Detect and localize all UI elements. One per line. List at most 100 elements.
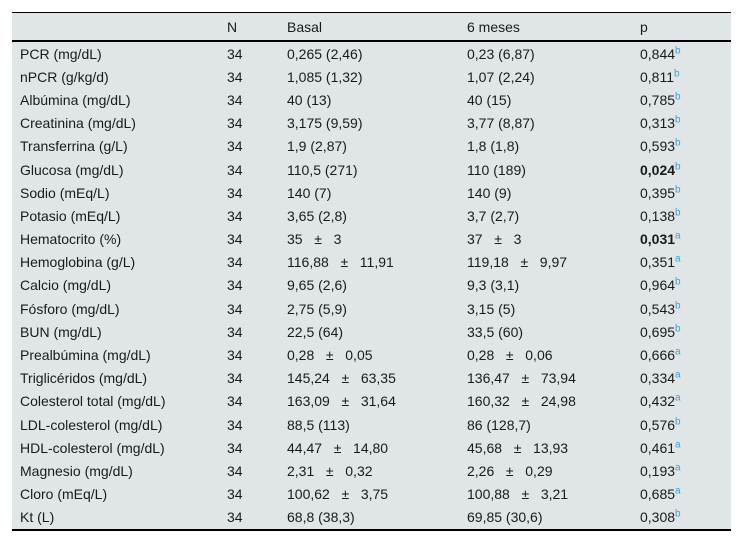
p-footnote-marker: b: [675, 415, 681, 427]
table-row: LDL-colesterol (mg/dL) 34 88,5 (113) 86 …: [12, 413, 731, 436]
p-cell: 0,785b: [640, 88, 731, 111]
p-cell: 0,024b: [640, 158, 731, 181]
header-row: N Basal 6 meses p: [12, 12, 731, 42]
n-value: 34: [227, 370, 243, 387]
p-value: 0,964: [640, 277, 676, 294]
6meses-value: 3,7 (2,7): [467, 207, 520, 224]
basal-value: 0,265 (2,46): [287, 45, 363, 62]
n-value: 34: [227, 462, 243, 479]
p-footnote-marker: a: [675, 392, 681, 404]
basal-value: 145,24 ± 63,35: [287, 370, 396, 387]
p-cell: 0,334a: [640, 367, 731, 390]
p-value: 0,593: [640, 138, 676, 155]
parameter-label: Fósforo (mg/dL): [20, 300, 120, 317]
table-row: HDL-colesterol (mg/dL) 34 44,47 ± 14,80 …: [12, 436, 731, 459]
table-row: Colesterol total (mg/dL) 34 163,09 ± 31,…: [12, 390, 731, 413]
p-value: 0,666: [640, 347, 676, 364]
lab-results-table: N Basal 6 meses p PCR (mg/dL) 34 0,265 (…: [12, 12, 731, 531]
p-value: 0,395: [640, 184, 676, 201]
col-header-p: p: [640, 12, 731, 42]
basal-value: 9,65 (2,6): [287, 277, 347, 294]
parameter-label: PCR (mg/dL): [20, 45, 102, 62]
p-footnote-marker: b: [675, 160, 681, 172]
p-cell: 0,432a: [640, 390, 731, 413]
6meses-value: 37 ± 3: [467, 231, 522, 248]
p-value: 0,138: [640, 207, 676, 224]
table-row: Potasio (mEq/L) 34 3,65 (2,8) 3,7 (2,7) …: [12, 204, 731, 227]
basal-value: 22,5 (64): [287, 323, 344, 340]
n-value: 34: [227, 115, 243, 132]
p-cell: 0,685a: [640, 483, 731, 506]
p-footnote-marker: a: [675, 230, 681, 242]
table-row: nPCR (g/kg/d) 34 1,085 (1,32) 1,07 (2,24…: [12, 65, 731, 88]
parameter-label: HDL-colesterol (mg/dL): [20, 439, 165, 456]
n-value: 34: [227, 509, 243, 526]
parameter-label: Sodio (mEq/L): [20, 184, 110, 201]
p-value: 0,576: [640, 416, 676, 433]
6meses-value: 119,18 ± 9,97: [467, 254, 568, 271]
6meses-value: 9,3 (3,1): [467, 277, 520, 294]
p-cell: 0,964b: [640, 274, 731, 297]
6meses-value: 40 (15): [467, 91, 512, 108]
table-row: Glucosa (mg/dL) 34 110,5 (271) 110 (189)…: [12, 158, 731, 181]
p-footnote-marker: b: [675, 207, 681, 219]
table-row: Transferrina (g/L) 34 1,9 (2,87) 1,8 (1,…: [12, 135, 731, 158]
6meses-value: 136,47 ± 73,94: [467, 370, 576, 387]
6meses-value: 69,85 (30,6): [467, 509, 543, 526]
6meses-value: 3,77 (8,87): [467, 115, 535, 132]
6meses-value: 0,28 ± 0,06: [467, 347, 553, 364]
p-value: 0,308: [640, 509, 676, 526]
6meses-value: 33,5 (60): [467, 323, 524, 340]
basal-value: 163,09 ± 31,64: [287, 393, 396, 410]
parameter-label: Albúmina (mg/dL): [20, 91, 131, 108]
p-footnote-marker: b: [675, 323, 681, 335]
table-row: BUN (mg/dL) 34 22,5 (64) 33,5 (60) 0,695…: [12, 320, 731, 343]
parameter-label: Kt (L): [20, 509, 55, 526]
n-value: 34: [227, 68, 243, 85]
p-value: 0,461: [640, 439, 676, 456]
parameter-label: nPCR (g/kg/d): [20, 68, 109, 85]
p-value: 0,844: [640, 45, 676, 62]
n-value: 34: [227, 231, 243, 248]
p-cell: 0,308b: [640, 506, 731, 530]
table-row: Calcio (mg/dL) 34 9,65 (2,6) 9,3 (3,1) 0…: [12, 274, 731, 297]
p-footnote-marker: a: [675, 462, 681, 474]
p-footnote-marker: a: [675, 346, 681, 358]
n-value: 34: [227, 91, 243, 108]
basal-value: 100,62 ± 3,75: [287, 486, 389, 503]
table-row: Prealbúmina (mg/dL) 34 0,28 ± 0,05 0,28 …: [12, 343, 731, 366]
n-value: 34: [227, 300, 243, 317]
p-value: 0,695: [640, 323, 676, 340]
p-footnote-marker: a: [675, 369, 681, 381]
n-value: 34: [227, 416, 243, 433]
6meses-value: 0,23 (6,87): [467, 45, 535, 62]
p-cell: 0,576b: [640, 413, 731, 436]
6meses-value: 1,8 (1,8): [467, 138, 520, 155]
p-cell: 0,593b: [640, 135, 731, 158]
p-footnote-marker: b: [675, 184, 681, 196]
6meses-value: 1,07 (2,24): [467, 68, 535, 85]
6meses-value: 100,88 ± 3,21: [467, 486, 569, 503]
parameter-label: LDL-colesterol (mg/dL): [20, 416, 163, 433]
6meses-value: 110 (189): [467, 161, 526, 178]
table-row: Fósforo (mg/dL) 34 2,75 (5,9) 3,15 (5) 0…: [12, 297, 731, 320]
parameter-label: Calcio (mg/dL): [20, 277, 112, 294]
table-row: Magnesio (mg/dL) 34 2,31 ± 0,32 2,26 ± 0…: [12, 459, 731, 482]
p-cell: 0,138b: [640, 204, 731, 227]
p-footnote-marker: a: [675, 485, 681, 497]
n-value: 34: [227, 138, 243, 155]
basal-value: 140 (7): [287, 184, 332, 201]
p-footnote-marker: b: [675, 137, 681, 149]
table-row: Creatinina (mg/dL) 34 3,175 (9,59) 3,77 …: [12, 112, 731, 135]
table-row: Albúmina (mg/dL) 34 40 (13) 40 (15) 0,78…: [12, 88, 731, 111]
parameter-label: BUN (mg/dL): [20, 323, 102, 340]
p-footnote-marker: b: [675, 114, 681, 126]
table-row: Sodio (mEq/L) 34 140 (7) 140 (9) 0,395b: [12, 181, 731, 204]
basal-value: 40 (13): [287, 91, 332, 108]
p-cell: 0,031a: [640, 228, 731, 251]
6meses-value: 45,68 ± 13,93: [467, 439, 569, 456]
p-value: 0,811: [640, 68, 674, 85]
parameter-label: Magnesio (mg/dL): [20, 462, 133, 479]
6meses-value: 140 (9): [467, 184, 512, 201]
p-cell: 0,351a: [640, 251, 731, 274]
